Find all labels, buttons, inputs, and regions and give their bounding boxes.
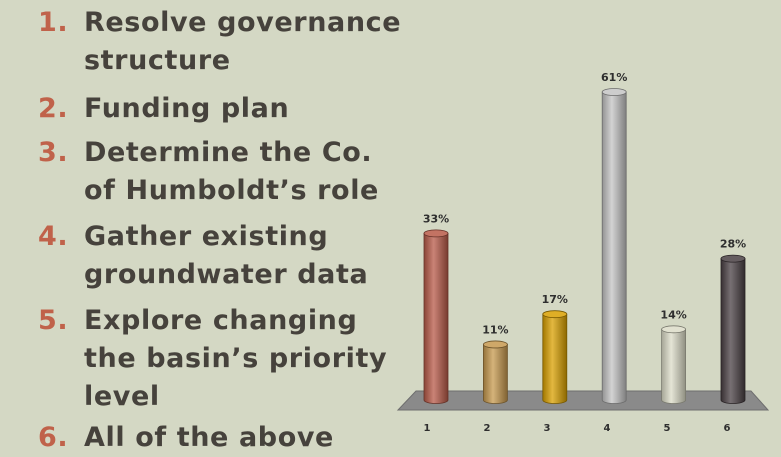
bar-top bbox=[423, 229, 449, 238]
x-tick-2: 2 bbox=[484, 423, 491, 434]
x-tick-5: 5 bbox=[664, 423, 671, 434]
x-tick-6: 6 bbox=[724, 423, 731, 434]
bar-3 bbox=[542, 310, 568, 404]
data-label-6: 28% bbox=[720, 238, 746, 251]
bar-chart: 33% 1 11% 2 17% 3 61% 4 14% 5 28% 6 bbox=[396, 71, 770, 434]
option-4-text: Gather existing groundwater data bbox=[84, 221, 369, 290]
bar-1 bbox=[423, 229, 449, 404]
option-1: 1. Resolve governance structure bbox=[38, 4, 408, 80]
bar-top bbox=[542, 310, 568, 319]
option-1-number: 1. bbox=[38, 7, 69, 38]
option-3: 3. Determine the Co. of Humboldt’s role bbox=[38, 134, 408, 210]
option-4: 4. Gather existing groundwater data bbox=[38, 218, 408, 294]
x-tick-1: 1 bbox=[424, 423, 431, 434]
bar-5 bbox=[661, 325, 686, 404]
x-tick-4: 4 bbox=[604, 423, 611, 434]
bar-4 bbox=[601, 88, 627, 404]
option-5: 5. Explore changing the basin’s priority… bbox=[38, 302, 408, 416]
bar-body bbox=[720, 258, 746, 404]
bar-body bbox=[483, 344, 508, 404]
bar-body bbox=[601, 91, 627, 404]
bar-top bbox=[720, 254, 746, 263]
option-2-text: Funding plan bbox=[84, 93, 290, 124]
bar-top bbox=[482, 340, 508, 349]
option-1-text: Resolve governance structure bbox=[84, 7, 402, 76]
bar-body bbox=[423, 232, 449, 404]
bar-2 bbox=[482, 340, 508, 404]
data-label-2: 11% bbox=[482, 323, 508, 336]
option-3-number: 3. bbox=[38, 137, 69, 168]
bar-top bbox=[601, 88, 627, 96]
option-5-text: Explore changing the basin’s priority le… bbox=[84, 305, 388, 412]
answer-options: 1. Resolve governance structure 2. Fundi… bbox=[38, 4, 408, 457]
bar-body bbox=[542, 313, 568, 404]
bar-6 bbox=[720, 254, 746, 404]
option-2-number: 2. bbox=[38, 93, 69, 124]
chart-floor bbox=[396, 390, 770, 411]
option-4-number: 4. bbox=[38, 221, 69, 252]
data-label-4: 61% bbox=[601, 71, 627, 84]
bar-body bbox=[661, 328, 686, 404]
data-label-1: 33% bbox=[423, 212, 449, 225]
data-label-5: 14% bbox=[660, 308, 686, 321]
bar-top bbox=[661, 325, 686, 334]
option-3-text: Determine the Co. of Humboldt’s role bbox=[84, 137, 379, 206]
option-5-number: 5. bbox=[38, 305, 69, 336]
option-2: 2. Funding plan bbox=[38, 90, 408, 128]
data-label-3: 17% bbox=[542, 293, 568, 306]
x-tick-3: 3 bbox=[544, 423, 551, 434]
